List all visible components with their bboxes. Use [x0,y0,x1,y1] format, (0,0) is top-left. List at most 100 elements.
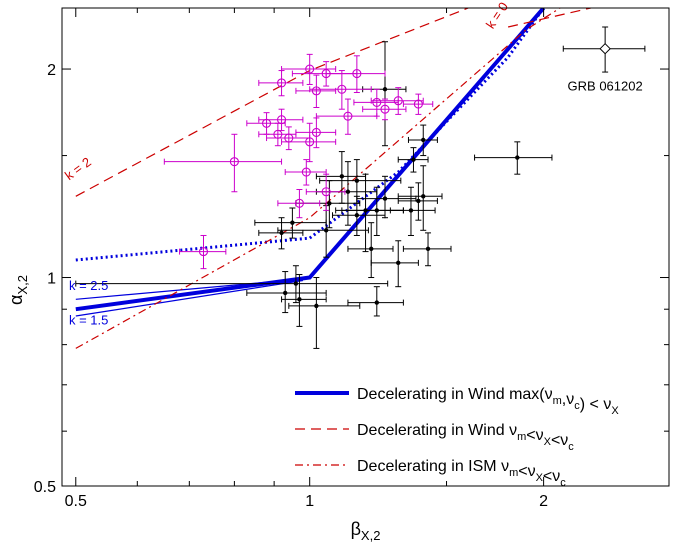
legend-text: Decelerating in Wind max(ν [357,386,553,403]
data-point-black-marker [345,189,351,194]
data-point-magenta [258,108,304,132]
data-point-magenta [402,93,434,115]
data-point-black [254,207,327,239]
data-point-black [347,222,394,279]
data-point-black-marker [323,228,329,233]
model-lines [75,8,591,349]
data-point-magenta-marker [311,127,321,137]
y-axis-title: αX,2 [6,275,30,305]
data-point-magenta [277,188,321,219]
data-point-black-marker [354,213,360,218]
data-point-black [347,286,404,317]
legend-label: Decelerating in ISM νm<νX<νc [357,458,566,489]
plot-frame [61,7,670,487]
data-point-black-marker [314,303,319,309]
data-point-black [75,265,389,304]
data-point-black [335,173,404,253]
data-point-magenta [281,122,337,163]
x-tick-label: 1 [305,493,314,510]
legend-subscript: X [544,436,552,448]
legend-text: Decelerating in Wind ν [357,422,517,439]
data-point-magenta [325,55,386,93]
data-point-magenta-marker [198,247,209,257]
data-point-black [397,147,429,173]
data-points [75,41,553,349]
data-point-black [277,205,369,258]
data-point-black-marker [283,290,288,296]
legend-subscript: m [509,467,518,479]
data-point-black [319,159,402,204]
legend-subscript: c [574,400,580,412]
data-point-black-marker [408,208,414,213]
data-point-magenta [258,70,304,97]
data-point-magenta-marker [337,84,347,94]
data-point-magenta-marker [301,167,311,177]
data-point-black [362,41,407,147]
grb-061202-point: GRB 061202 [562,26,646,94]
data-point-black-marker [396,260,401,266]
y-axis-subscript: X,2 [15,275,30,295]
model-line-wind-k2.5 [75,278,303,300]
line-label: k = 1.5 [69,313,108,328]
legend-subscript: m [553,395,562,407]
data-point-black-marker [290,220,295,225]
x-axis-symbol: β [351,519,361,539]
data-point-black [402,232,452,267]
legend-subscript: c [568,441,574,453]
line-label: k = 2 [62,154,94,183]
data-point-black-marker [369,246,374,252]
legend-subscript: X [536,472,544,484]
data-point-black [356,175,417,219]
data-point-black-marker [354,178,360,183]
data-point-magenta [309,70,372,110]
legend-text: <ν [526,427,543,444]
data-point-magenta [266,126,311,151]
data-point-magenta [284,159,327,186]
data-point-black [397,182,438,221]
data-point-magenta-marker [372,97,382,107]
data-point-black-marker [293,281,299,286]
data-point-black [246,271,327,314]
data-point-magenta [179,234,227,270]
y-tick-label: 2 [47,62,56,79]
data-point-magenta-marker [413,99,423,109]
data-point-black-marker [382,196,388,201]
model-line-wind-dashed-k0 [507,8,591,28]
legend-subscript: m [517,431,526,443]
data-point-magenta [305,173,346,211]
data-point-magenta-marker [277,78,287,88]
grb-label: GRB 061202 [568,79,643,94]
data-point-magenta-marker [229,157,239,167]
data-point-magenta [295,117,337,149]
x-axis-subscript: X,2 [361,528,381,543]
data-point-black-marker [339,174,345,179]
data-point-black-marker [421,194,426,199]
legend-text: <ν [518,463,535,480]
legend-text: <ν [543,468,560,485]
data-point-magenta-marker [380,104,390,114]
line-label: k = 0 [483,0,511,31]
data-point-magenta-marker [352,69,362,79]
model-line-wind-k1.5 [75,279,303,317]
legend-subscript: c [560,477,566,489]
data-point-magenta [163,133,283,193]
data-point-magenta-marker [311,86,321,96]
data-point-magenta-marker [277,115,287,125]
data-point-magenta [295,74,337,108]
data-point-magenta-marker [343,111,353,121]
line-labels: k = 2 k = 0 k = 2.5 k = 1.5 [62,0,511,328]
model-line-wind-dashed-k2 [75,8,469,197]
data-point-black [370,240,419,288]
data-point-magenta-marker [393,96,403,106]
data-point-black [474,141,553,175]
data-point-black-marker [416,198,421,204]
model-line-ism-dashdot [75,8,561,349]
legend-label: Decelerating in Wind max(νm,νc) < νX [357,386,619,417]
data-point-magenta-marker [321,187,331,197]
line-label: k = 2.5 [69,278,108,293]
data-point-magenta [315,98,378,135]
data-point-black [288,277,361,349]
data-point-black-marker [382,87,388,92]
data-point-black-marker [374,300,379,305]
